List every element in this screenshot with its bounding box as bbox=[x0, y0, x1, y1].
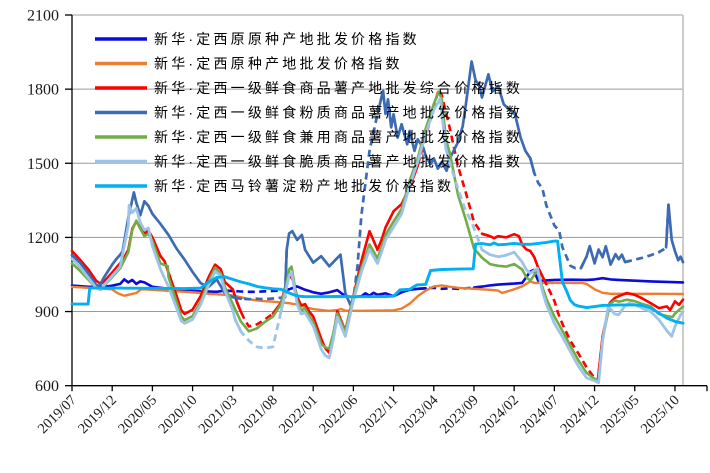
series-cuizhi-dashed-1 bbox=[444, 148, 491, 256]
x-tick-label-2023/09: 2023/09 bbox=[437, 392, 482, 437]
series-composite-solid-0 bbox=[70, 220, 243, 316]
y-tick-label-1800: 1800 bbox=[27, 82, 59, 99]
x-tick-label-2025/10: 2025/10 bbox=[638, 392, 683, 437]
series-yuanyuanzhong-solid-2 bbox=[472, 268, 685, 289]
x-tick-label-2022/11: 2022/11 bbox=[357, 392, 402, 437]
legend-item-jianyong: 新华·定西一级鲜食兼用商品薯产地批发价格指数 bbox=[95, 129, 523, 145]
legend-label-yuanzhong: 新华·定西原种产地批发价格指数 bbox=[154, 56, 403, 72]
x-tick-label-2024/02: 2024/02 bbox=[477, 392, 522, 437]
legend-label-dianfen: 新华·定西马铃薯淀粉产地批发价格指数 bbox=[154, 178, 454, 194]
legend-item-cuizhi: 新华·定西一级鲜食脆质商品薯产地批发价格指数 bbox=[95, 154, 523, 170]
legend-item-composite: 新华·定西一级鲜食商品薯产地批发综合价格指数 bbox=[95, 80, 523, 96]
x-tick-label-2022/01: 2022/01 bbox=[276, 392, 321, 437]
series-cuizhi-dashed-0 bbox=[233, 290, 288, 350]
series-cuizhi-solid-2 bbox=[480, 248, 685, 385]
legend-label-composite: 新华·定西一级鲜食商品薯产地批发综合价格指数 bbox=[154, 80, 523, 96]
x-tick-label-2021/08: 2021/08 bbox=[236, 392, 281, 437]
x-tick-label-2022/06: 2022/06 bbox=[316, 392, 361, 437]
series-cuizhi-solid-0 bbox=[70, 203, 243, 333]
legend-label-cuizhi: 新华·定西一级鲜食脆质商品薯产地批发价格指数 bbox=[154, 154, 523, 170]
legend-item-yuanyuanzhong: 新华·定西原原种产地批发价格指数 bbox=[95, 31, 420, 47]
legend-item-yuanzhong: 新华·定西原种产地批发价格指数 bbox=[95, 56, 403, 72]
series-composite-dashed-0 bbox=[235, 301, 283, 328]
legend-label-jianyong: 新华·定西一级鲜食兼用商品薯产地批发价格指数 bbox=[154, 129, 523, 145]
x-tick-label-2025/05: 2025/05 bbox=[598, 392, 643, 437]
x-tick-label-2023/04: 2023/04 bbox=[397, 392, 442, 437]
series-fenzhi-solid-1 bbox=[283, 229, 355, 306]
series-fenzhi-solid-4 bbox=[664, 203, 685, 264]
y-tick-label-1500: 1500 bbox=[27, 156, 59, 173]
series-yuanyuanzhong-solid-1 bbox=[287, 285, 428, 299]
series-composite-solid-2 bbox=[480, 232, 548, 286]
y-tick-label-1200: 1200 bbox=[27, 230, 59, 247]
x-tick-label-2020/05: 2020/05 bbox=[115, 392, 160, 437]
y-tick-label-900: 900 bbox=[35, 304, 59, 321]
x-tick-label-2019/07: 2019/07 bbox=[35, 392, 80, 437]
y-tick-label-2100: 2100 bbox=[27, 8, 59, 25]
legend-label-yuanyuanzhong: 新华·定西原原种产地批发价格指数 bbox=[154, 31, 420, 47]
legend-label-fenzhi: 新华·定西一级鲜食粉质商品薯产地批发价格指数 bbox=[154, 105, 523, 121]
series-fenzhi-solid-2 bbox=[378, 60, 536, 175]
series-fenzhi-solid-3 bbox=[579, 244, 631, 270]
series-fenzhi-dashed-3 bbox=[624, 204, 670, 264]
x-tick-label-2024/12: 2024/12 bbox=[557, 392, 602, 437]
series-fenzhi-dashed-1 bbox=[349, 90, 385, 306]
series-composite-dashed-2 bbox=[537, 267, 604, 383]
legend-item-dianfen: 新华·定西马铃薯淀粉产地批发价格指数 bbox=[95, 178, 454, 194]
x-tick-label-2019/12: 2019/12 bbox=[75, 392, 120, 437]
y-tick-label-600: 600 bbox=[35, 378, 59, 395]
legend-item-fenzhi: 新华·定西一级鲜食粉质商品薯产地批发价格指数 bbox=[95, 105, 523, 121]
x-tick-label-2024/07: 2024/07 bbox=[517, 392, 562, 437]
series-cuizhi-solid-1 bbox=[279, 97, 452, 360]
x-tick-label-2021/03: 2021/03 bbox=[196, 392, 241, 437]
series-fenzhi-dashed-2 bbox=[528, 157, 588, 270]
series-dianfen-solid-0 bbox=[70, 239, 685, 325]
x-tick-label-2020/10: 2020/10 bbox=[155, 392, 200, 437]
